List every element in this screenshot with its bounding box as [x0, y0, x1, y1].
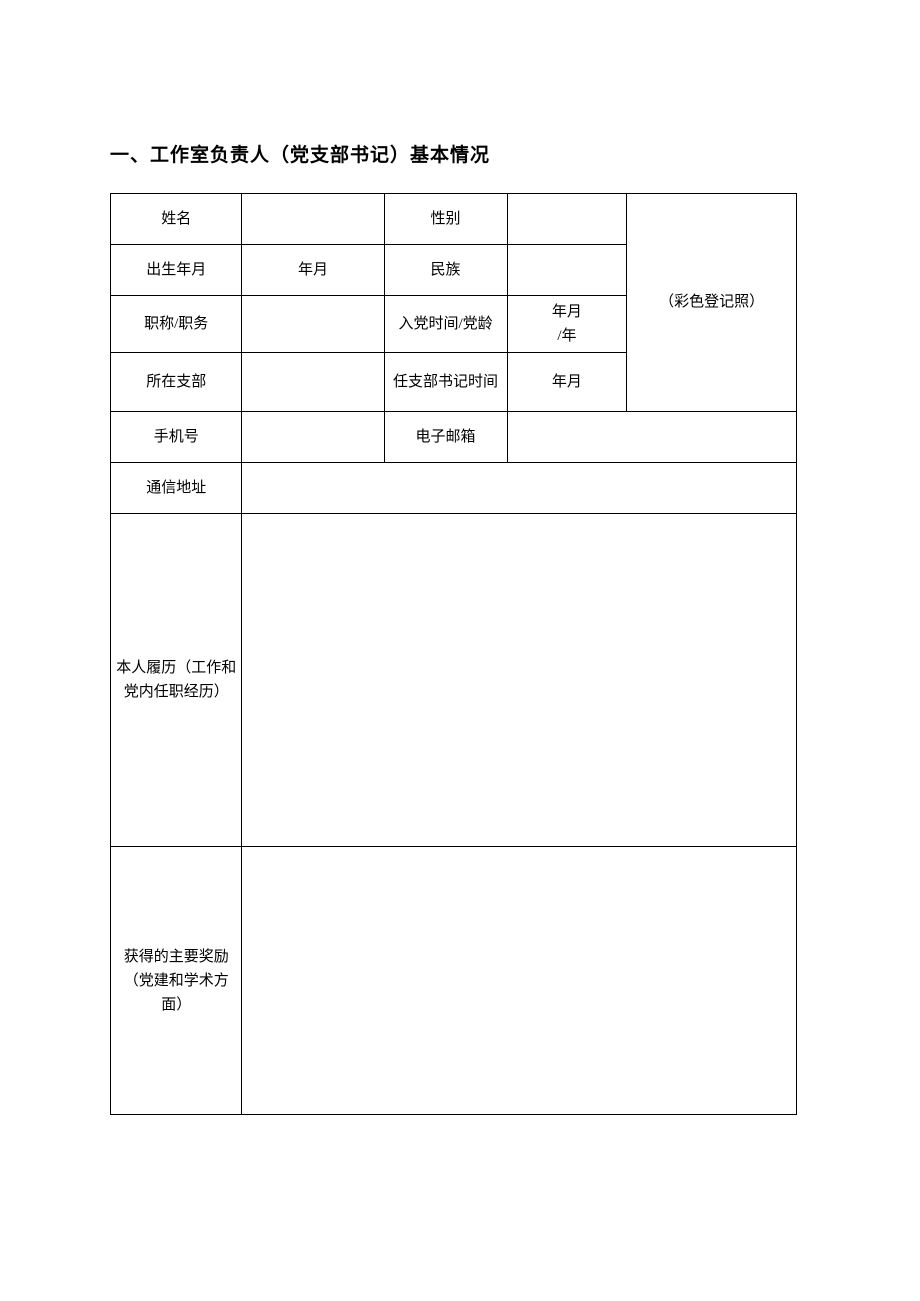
value-resume: [242, 514, 797, 847]
photo-placeholder: （彩色登记照）: [627, 194, 797, 412]
label-title-position: 职称/职务: [111, 296, 242, 353]
info-table: 姓名 性别 （彩色登记照） 出生年月 年月 民族 职称/职务 入党时间/党龄 年…: [110, 193, 797, 1115]
label-awards: 获得的主要奖励（党建和学术方面）: [111, 847, 242, 1115]
label-address: 通信地址: [111, 463, 242, 514]
value-party-join: 年月/年: [507, 296, 627, 353]
value-phone: [242, 412, 384, 463]
value-secretary-since: 年月: [507, 353, 627, 412]
label-gender: 性别: [384, 194, 507, 245]
value-awards: [242, 847, 797, 1115]
page-title: 一、工作室负责人（党支部书记）基本情况: [110, 140, 810, 167]
label-party-join: 入党时间/党龄: [384, 296, 507, 353]
label-phone: 手机号: [111, 412, 242, 463]
value-name: [242, 194, 384, 245]
value-birth: 年月: [242, 245, 384, 296]
label-birth: 出生年月: [111, 245, 242, 296]
value-gender: [507, 194, 627, 245]
label-resume: 本人履历（工作和党内任职经历）: [111, 514, 242, 847]
value-branch: [242, 353, 384, 412]
value-address: [242, 463, 797, 514]
value-title-position: [242, 296, 384, 353]
label-name: 姓名: [111, 194, 242, 245]
label-ethnicity: 民族: [384, 245, 507, 296]
label-email: 电子邮箱: [384, 412, 507, 463]
value-ethnicity: [507, 245, 627, 296]
label-branch: 所在支部: [111, 353, 242, 412]
label-secretary-since: 任支部书记时间: [384, 353, 507, 412]
value-email: [507, 412, 796, 463]
